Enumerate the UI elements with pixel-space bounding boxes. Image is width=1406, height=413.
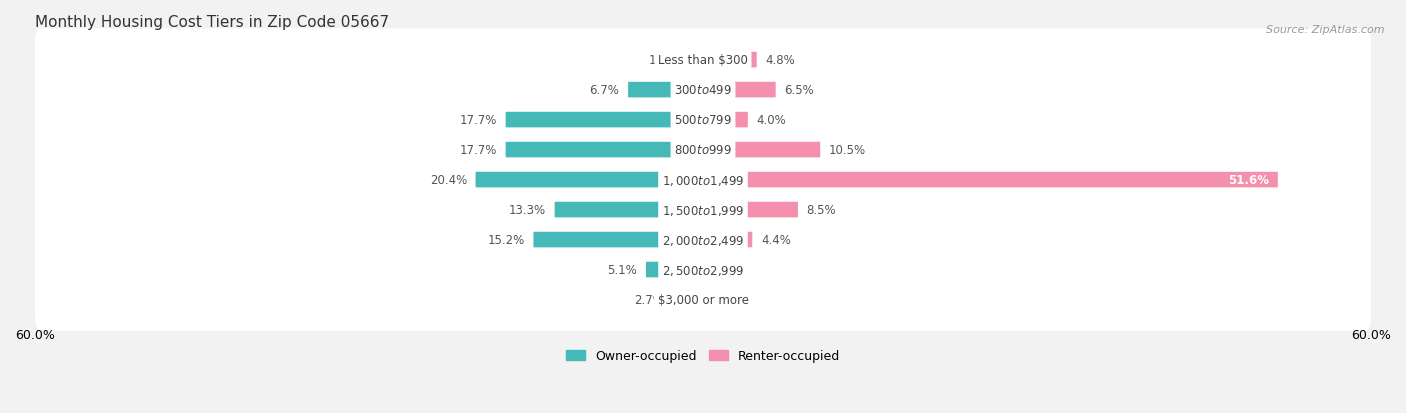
Text: 4.4%: 4.4% bbox=[761, 233, 790, 247]
FancyBboxPatch shape bbox=[703, 232, 752, 248]
FancyBboxPatch shape bbox=[35, 59, 1371, 121]
Text: $800 to $999: $800 to $999 bbox=[673, 144, 733, 157]
FancyBboxPatch shape bbox=[703, 172, 1278, 188]
Text: $2,000 to $2,499: $2,000 to $2,499 bbox=[662, 233, 744, 247]
Text: 2.7%: 2.7% bbox=[634, 293, 664, 306]
Text: 17.7%: 17.7% bbox=[460, 144, 496, 157]
Text: $500 to $799: $500 to $799 bbox=[673, 114, 733, 127]
FancyBboxPatch shape bbox=[475, 172, 703, 188]
FancyBboxPatch shape bbox=[506, 142, 703, 158]
FancyBboxPatch shape bbox=[35, 149, 1371, 211]
FancyBboxPatch shape bbox=[688, 53, 703, 68]
Text: Source: ZipAtlas.com: Source: ZipAtlas.com bbox=[1267, 25, 1385, 35]
Text: 20.4%: 20.4% bbox=[430, 173, 467, 187]
Text: 10.5%: 10.5% bbox=[828, 144, 866, 157]
FancyBboxPatch shape bbox=[703, 202, 799, 218]
FancyBboxPatch shape bbox=[35, 209, 1371, 271]
Text: Monthly Housing Cost Tiers in Zip Code 05667: Monthly Housing Cost Tiers in Zip Code 0… bbox=[35, 15, 389, 30]
FancyBboxPatch shape bbox=[703, 142, 820, 158]
Text: $300 to $499: $300 to $499 bbox=[673, 84, 733, 97]
Text: 0.0%: 0.0% bbox=[711, 263, 741, 276]
Text: 17.7%: 17.7% bbox=[460, 114, 496, 127]
FancyBboxPatch shape bbox=[35, 269, 1371, 331]
Text: 15.2%: 15.2% bbox=[488, 233, 524, 247]
FancyBboxPatch shape bbox=[703, 112, 748, 128]
Text: Less than $300: Less than $300 bbox=[658, 54, 748, 67]
FancyBboxPatch shape bbox=[703, 53, 756, 68]
Text: 4.8%: 4.8% bbox=[765, 54, 796, 67]
FancyBboxPatch shape bbox=[35, 119, 1371, 181]
Text: $2,500 to $2,999: $2,500 to $2,999 bbox=[662, 263, 744, 277]
Text: 8.5%: 8.5% bbox=[807, 204, 837, 216]
Text: 0.0%: 0.0% bbox=[711, 293, 741, 306]
FancyBboxPatch shape bbox=[35, 239, 1371, 301]
Text: 4.0%: 4.0% bbox=[756, 114, 786, 127]
Text: $1,500 to $1,999: $1,500 to $1,999 bbox=[662, 203, 744, 217]
FancyBboxPatch shape bbox=[672, 292, 703, 308]
FancyBboxPatch shape bbox=[35, 29, 1371, 92]
Text: $1,000 to $1,499: $1,000 to $1,499 bbox=[662, 173, 744, 187]
Text: 1.4%: 1.4% bbox=[648, 54, 679, 67]
FancyBboxPatch shape bbox=[645, 262, 703, 278]
FancyBboxPatch shape bbox=[506, 112, 703, 128]
Text: 51.6%: 51.6% bbox=[1227, 173, 1268, 187]
Text: $3,000 or more: $3,000 or more bbox=[658, 293, 748, 306]
Legend: Owner-occupied, Renter-occupied: Owner-occupied, Renter-occupied bbox=[561, 344, 845, 367]
FancyBboxPatch shape bbox=[533, 232, 703, 248]
Text: 13.3%: 13.3% bbox=[509, 204, 546, 216]
Text: 6.7%: 6.7% bbox=[589, 84, 620, 97]
FancyBboxPatch shape bbox=[628, 83, 703, 98]
FancyBboxPatch shape bbox=[554, 202, 703, 218]
Text: 5.1%: 5.1% bbox=[607, 263, 637, 276]
FancyBboxPatch shape bbox=[35, 89, 1371, 152]
Text: 6.5%: 6.5% bbox=[785, 84, 814, 97]
FancyBboxPatch shape bbox=[35, 179, 1371, 241]
FancyBboxPatch shape bbox=[703, 83, 776, 98]
